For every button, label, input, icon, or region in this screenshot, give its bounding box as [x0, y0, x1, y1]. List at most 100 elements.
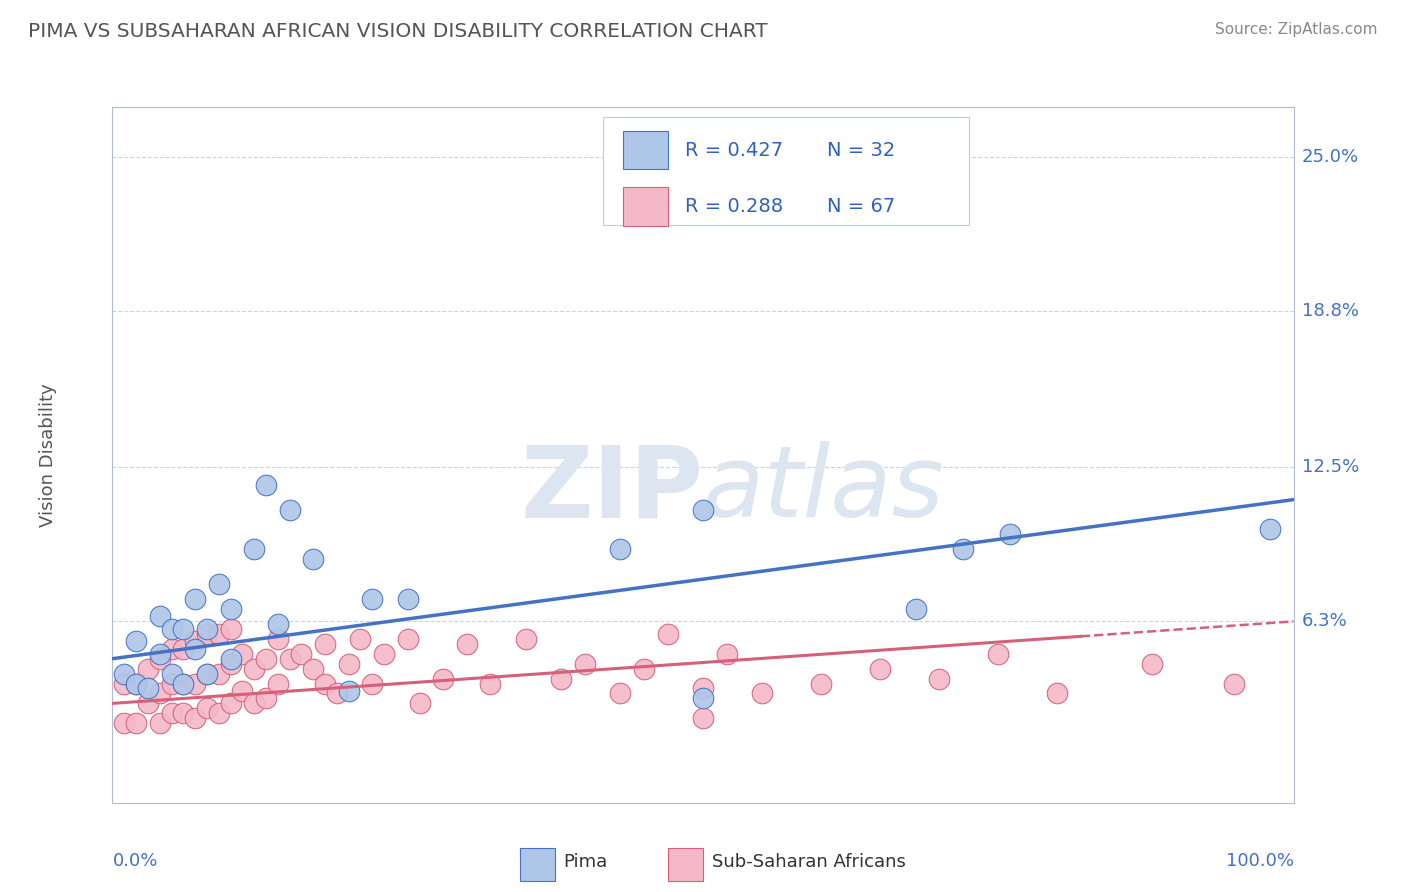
Point	[172, 641, 194, 656]
Point	[633, 662, 655, 676]
Point	[172, 622, 194, 636]
Point	[869, 662, 891, 676]
Point	[456, 637, 478, 651]
Point	[231, 684, 253, 698]
Bar	[623, 131, 668, 169]
Point	[267, 676, 290, 690]
Point	[716, 647, 738, 661]
Point	[337, 684, 360, 698]
Point	[160, 666, 183, 681]
Point	[125, 676, 148, 690]
Point	[195, 622, 218, 636]
Point	[208, 666, 231, 681]
Point	[609, 686, 631, 700]
Point	[208, 627, 231, 641]
Point	[692, 711, 714, 725]
Point	[243, 542, 266, 557]
Point	[125, 634, 148, 648]
Point	[195, 666, 218, 681]
Point	[125, 716, 148, 731]
Bar	[668, 848, 703, 881]
Text: atlas: atlas	[703, 442, 945, 538]
Point	[184, 676, 207, 690]
Point	[810, 676, 832, 690]
Text: 25.0%: 25.0%	[1302, 148, 1360, 166]
Point	[515, 632, 537, 646]
Point	[904, 602, 927, 616]
Text: PIMA VS SUBSAHARAN AFRICAN VISION DISABILITY CORRELATION CHART: PIMA VS SUBSAHARAN AFRICAN VISION DISABI…	[28, 22, 768, 41]
Point	[136, 697, 159, 711]
Point	[267, 616, 290, 631]
Point	[609, 542, 631, 557]
Point	[149, 647, 172, 661]
Point	[208, 706, 231, 721]
Point	[928, 672, 950, 686]
Point	[219, 651, 242, 665]
Point	[1140, 657, 1163, 671]
Text: ZIP: ZIP	[520, 442, 703, 538]
Text: 100.0%: 100.0%	[1226, 852, 1294, 870]
Point	[314, 676, 336, 690]
Point	[1258, 523, 1281, 537]
Point	[112, 666, 135, 681]
Point	[692, 681, 714, 696]
Point	[998, 527, 1021, 541]
Point	[692, 502, 714, 516]
Point	[550, 672, 572, 686]
Point	[184, 592, 207, 607]
Point	[112, 716, 135, 731]
Point	[219, 602, 242, 616]
Point	[1223, 676, 1246, 690]
Point	[314, 637, 336, 651]
Text: Sub-Saharan Africans: Sub-Saharan Africans	[713, 853, 907, 871]
Point	[349, 632, 371, 646]
Point	[574, 657, 596, 671]
Point	[337, 657, 360, 671]
Text: 12.5%: 12.5%	[1302, 458, 1360, 476]
Text: N = 32: N = 32	[827, 141, 896, 160]
Point	[361, 592, 384, 607]
Point	[219, 657, 242, 671]
Point	[219, 622, 242, 636]
Point	[149, 609, 172, 624]
Point	[219, 697, 242, 711]
Text: 6.3%: 6.3%	[1302, 613, 1347, 631]
Point	[172, 706, 194, 721]
Point	[432, 672, 454, 686]
Text: 0.0%: 0.0%	[112, 852, 157, 870]
Point	[160, 706, 183, 721]
Text: Source: ZipAtlas.com: Source: ZipAtlas.com	[1215, 22, 1378, 37]
Point	[396, 592, 419, 607]
Point	[326, 686, 349, 700]
Text: R = 0.427: R = 0.427	[685, 141, 783, 160]
Point	[290, 647, 312, 661]
Point	[408, 697, 430, 711]
Point	[160, 641, 183, 656]
Text: R = 0.288: R = 0.288	[685, 197, 783, 216]
Text: Vision Disability: Vision Disability	[38, 383, 56, 527]
Point	[396, 632, 419, 646]
Point	[267, 632, 290, 646]
Point	[254, 477, 277, 491]
Point	[278, 651, 301, 665]
Point	[254, 651, 277, 665]
Bar	[623, 187, 668, 226]
Point	[112, 676, 135, 690]
Point	[361, 676, 384, 690]
Point	[149, 686, 172, 700]
Point	[254, 691, 277, 706]
FancyBboxPatch shape	[603, 118, 969, 226]
Text: Pima: Pima	[564, 853, 607, 871]
Point	[149, 651, 172, 665]
Point	[692, 691, 714, 706]
Point	[172, 676, 194, 690]
Point	[184, 634, 207, 648]
Point	[149, 716, 172, 731]
Point	[195, 701, 218, 715]
Point	[195, 666, 218, 681]
Point	[243, 697, 266, 711]
Point	[1046, 686, 1069, 700]
Point	[302, 552, 325, 566]
Point	[136, 662, 159, 676]
Point	[160, 676, 183, 690]
